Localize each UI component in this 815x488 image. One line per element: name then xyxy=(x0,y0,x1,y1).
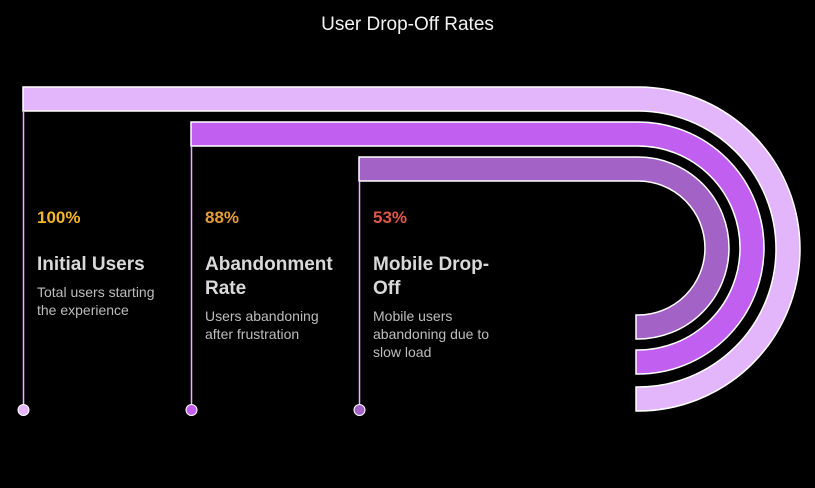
stage-description: Mobile users abandoning due to slow load xyxy=(373,308,489,360)
connector-dot xyxy=(17,404,30,416)
connector-dot xyxy=(353,404,366,416)
connector-dot xyxy=(185,404,198,416)
stage-label: Mobile Drop-Off xyxy=(373,254,490,299)
band-1 xyxy=(22,86,801,412)
percent: 100% xyxy=(37,208,81,227)
stage-description: Users abandoning after frustration xyxy=(205,308,319,342)
band-2 xyxy=(190,121,765,375)
title: User Drop-Off Rates xyxy=(321,14,494,35)
stage: 100% Initial Users Total users starting … xyxy=(37,208,177,319)
stage-label: Abandonment Rate xyxy=(205,254,333,299)
stage: 88% Abandonment Rate Users abandoning af… xyxy=(205,208,340,343)
percent: 88% xyxy=(205,208,240,227)
stage: 53% Mobile Drop-Off Mobile users abandon… xyxy=(373,208,508,361)
stage-label: Initial Users xyxy=(37,254,145,275)
percent: 53% xyxy=(373,208,408,227)
band-3 xyxy=(358,156,730,340)
stage-description: Total users starting the experience xyxy=(37,284,155,318)
